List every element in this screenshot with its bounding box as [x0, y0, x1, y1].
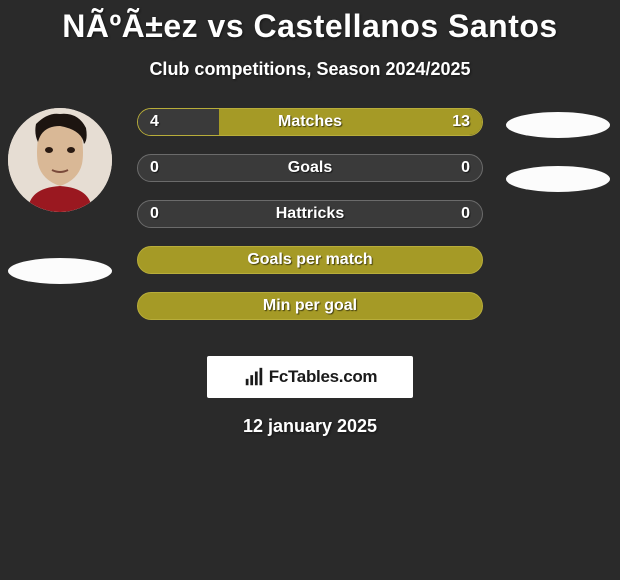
- watermark-badge: FcTables.com: [207, 356, 413, 398]
- chart-icon: [243, 366, 265, 388]
- page-title: NÃºÃ±ez vs Castellanos Santos: [0, 8, 620, 45]
- bar-goals-value-right: 0: [461, 159, 470, 177]
- bar-matches-fill-right: [219, 109, 482, 135]
- date-label: 12 january 2025: [0, 416, 620, 437]
- page-subtitle: Club competitions, Season 2024/2025: [0, 59, 620, 80]
- watermark-text: FcTables.com: [269, 367, 378, 387]
- comparison-widget: NÃºÃ±ez vs Castellanos Santos Club compe…: [0, 0, 620, 437]
- bar-hattricks-value-left: 0: [150, 205, 159, 223]
- bar-gpm-label: Goals per match: [247, 251, 372, 269]
- player-left-avatar: [8, 108, 112, 212]
- stat-bars: 4 Matches 13 0 Goals 0 0 Hattricks 0 Goa…: [137, 108, 483, 320]
- bar-hattricks-value-right: 0: [461, 205, 470, 223]
- bar-matches-value-left: 4: [150, 113, 159, 131]
- bar-hattricks: 0 Hattricks 0: [137, 200, 483, 228]
- player-right-column: [506, 108, 610, 192]
- player-left-column: [8, 108, 112, 284]
- bar-goals-per-match: Goals per match: [137, 246, 483, 274]
- bar-matches-label: Matches: [278, 113, 342, 131]
- bar-matches-value-right: 13: [452, 113, 470, 131]
- bar-goals-label: Goals: [288, 159, 332, 177]
- bar-min-per-goal: Min per goal: [137, 292, 483, 320]
- content-area: 4 Matches 13 0 Goals 0 0 Hattricks 0 Goa…: [0, 108, 620, 338]
- bar-hattricks-label: Hattricks: [276, 205, 344, 223]
- bar-mpg-label: Min per goal: [263, 297, 357, 315]
- player-right-badge-2: [506, 166, 610, 192]
- bar-matches: 4 Matches 13: [137, 108, 483, 136]
- player-right-badge-1: [506, 112, 610, 138]
- avatar-placeholder-icon: [8, 108, 112, 212]
- player-left-badge: [8, 258, 112, 284]
- bar-goals-value-left: 0: [150, 159, 159, 177]
- bar-goals: 0 Goals 0: [137, 154, 483, 182]
